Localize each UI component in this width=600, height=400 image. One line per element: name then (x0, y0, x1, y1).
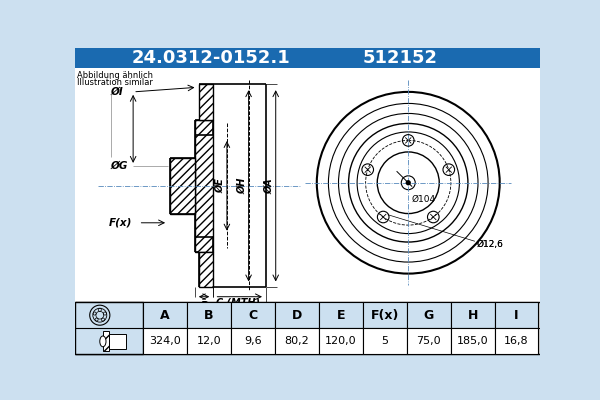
Ellipse shape (100, 336, 106, 347)
Text: C (MTH): C (MTH) (216, 298, 260, 308)
Text: ØH: ØH (237, 178, 247, 194)
Text: ØA: ØA (264, 178, 274, 194)
Bar (187, 328, 231, 354)
Text: 185,0: 185,0 (457, 336, 488, 346)
Bar (195, 120, 213, 252)
Bar (187, 302, 231, 328)
Bar (75, 302, 143, 354)
Text: 324,0: 324,0 (149, 336, 181, 346)
Bar (304, 68, 540, 313)
Text: ØI: ØI (110, 87, 124, 97)
Text: 120,0: 120,0 (325, 336, 356, 346)
Text: ØE: ØE (215, 178, 226, 193)
Text: F(x): F(x) (371, 309, 399, 322)
Text: I: I (514, 309, 519, 322)
Text: D: D (292, 309, 302, 322)
Bar (451, 302, 494, 328)
Bar (170, 158, 195, 214)
Text: Ø12,6: Ø12,6 (476, 240, 503, 250)
Bar (275, 328, 319, 354)
Text: 512152: 512152 (363, 49, 438, 67)
Bar (407, 302, 451, 328)
Bar (75, 48, 540, 68)
Bar (213, 84, 266, 288)
Text: 9,6: 9,6 (244, 336, 262, 346)
Text: F(x): F(x) (109, 218, 132, 228)
Bar (199, 84, 213, 120)
Text: Ø104: Ø104 (412, 195, 436, 204)
Text: 75,0: 75,0 (416, 336, 441, 346)
Bar (75, 302, 540, 354)
Bar (319, 328, 363, 354)
Bar (231, 302, 275, 328)
Bar (231, 328, 275, 354)
Text: C: C (248, 309, 257, 322)
Bar (407, 328, 451, 354)
Text: 24.0312-0152.1: 24.0312-0152.1 (131, 49, 290, 67)
Bar (103, 331, 109, 351)
Bar (275, 302, 319, 328)
Circle shape (406, 181, 410, 185)
Text: Abbildung ähnlich: Abbildung ähnlich (77, 71, 154, 80)
Bar (451, 328, 494, 354)
Bar (363, 302, 407, 328)
Bar (143, 328, 187, 354)
Bar (75, 68, 304, 313)
Text: H: H (467, 309, 478, 322)
Text: D: D (185, 305, 194, 315)
Bar (494, 328, 538, 354)
Bar (143, 302, 187, 328)
Text: 16,8: 16,8 (504, 336, 529, 346)
Circle shape (315, 90, 501, 275)
Text: 5: 5 (381, 336, 388, 346)
Bar (195, 135, 213, 237)
Text: ØG: ØG (110, 161, 128, 171)
Text: B: B (205, 309, 214, 322)
Text: B: B (200, 301, 208, 311)
Bar (109, 334, 126, 349)
Text: Ø12,6: Ø12,6 (476, 240, 503, 250)
Text: Illustration similar: Illustration similar (77, 78, 153, 87)
Text: E: E (337, 309, 345, 322)
Bar (363, 328, 407, 354)
Text: G: G (424, 309, 434, 322)
Text: 80,2: 80,2 (284, 336, 309, 346)
Bar (199, 252, 213, 288)
Text: A: A (160, 309, 170, 322)
Text: 12,0: 12,0 (197, 336, 221, 346)
Bar (494, 302, 538, 328)
Bar (319, 302, 363, 328)
